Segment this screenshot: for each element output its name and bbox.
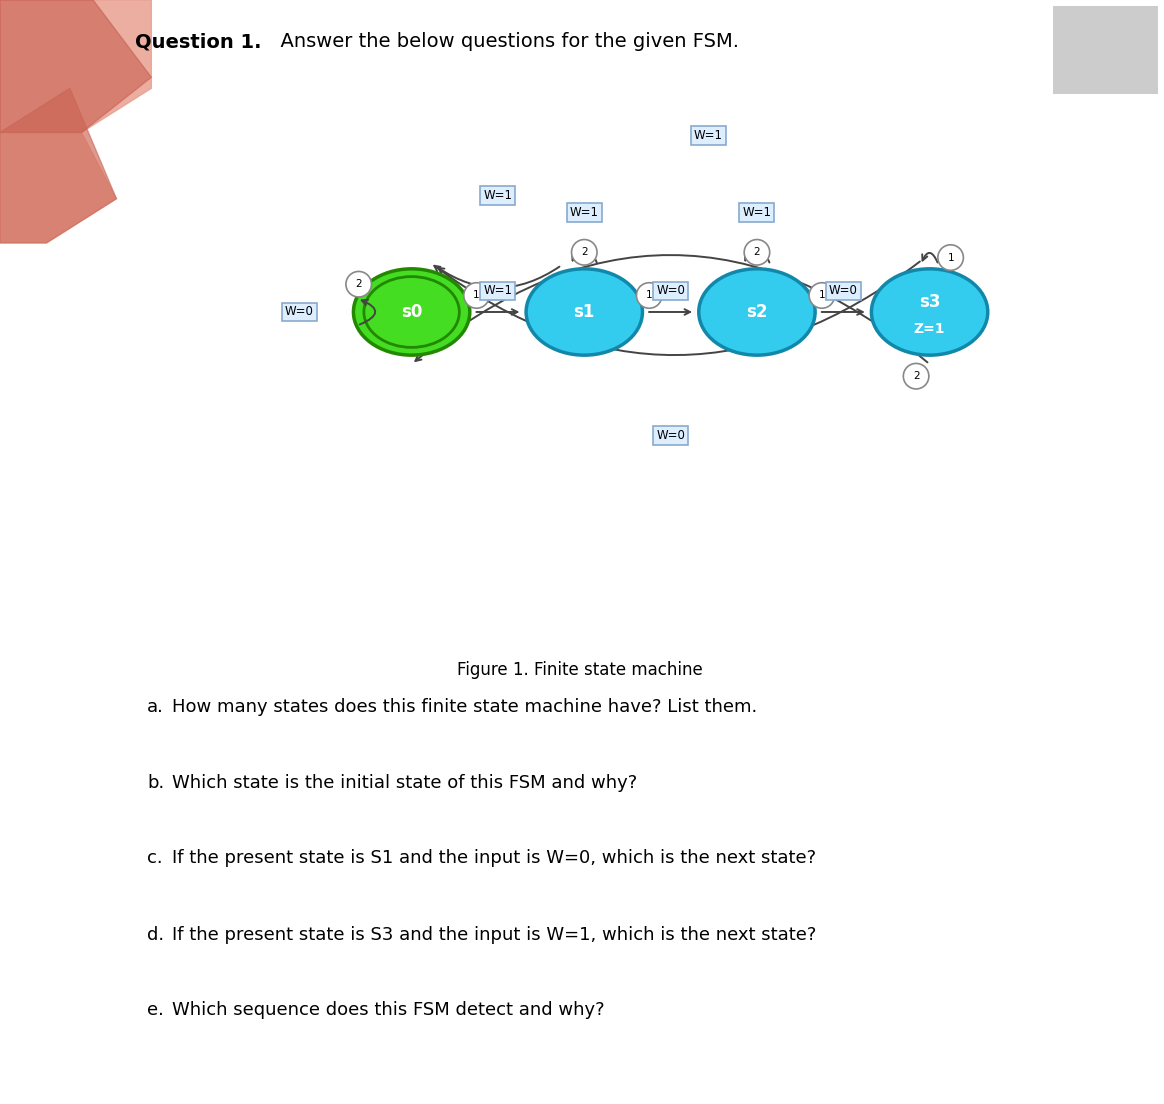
Text: Answer the below questions for the given FSM.: Answer the below questions for the given… <box>268 32 739 51</box>
Text: 1: 1 <box>818 290 825 300</box>
Text: W=1: W=1 <box>483 285 512 297</box>
Text: If the present state is S3 and the input is W=1, which is the next state?: If the present state is S3 and the input… <box>172 926 816 944</box>
Text: W=0: W=0 <box>285 306 314 318</box>
Text: d.: d. <box>147 926 164 944</box>
Text: s1: s1 <box>574 302 595 321</box>
Ellipse shape <box>354 268 470 355</box>
Text: 2: 2 <box>913 371 920 381</box>
Text: 2: 2 <box>753 247 760 257</box>
Text: How many states does this finite state machine have? List them.: How many states does this finite state m… <box>172 698 758 716</box>
Polygon shape <box>0 0 151 243</box>
Text: W=1: W=1 <box>483 189 512 202</box>
Ellipse shape <box>872 268 988 355</box>
Text: W=0: W=0 <box>656 429 686 443</box>
Text: 1: 1 <box>474 290 480 300</box>
Text: b.: b. <box>147 774 164 792</box>
Circle shape <box>572 240 597 265</box>
Text: 1: 1 <box>646 290 653 300</box>
Text: a.: a. <box>147 698 164 716</box>
Circle shape <box>938 245 964 270</box>
Text: 2: 2 <box>355 279 362 289</box>
Text: W=1: W=1 <box>694 129 723 142</box>
FancyBboxPatch shape <box>1053 6 1158 94</box>
Text: e.: e. <box>147 1001 164 1019</box>
Polygon shape <box>0 0 151 132</box>
Text: W=1: W=1 <box>569 206 598 219</box>
Ellipse shape <box>526 268 643 355</box>
Text: W=1: W=1 <box>743 206 772 219</box>
Circle shape <box>744 240 769 265</box>
Text: 2: 2 <box>581 247 588 257</box>
Text: c.: c. <box>147 849 163 867</box>
Text: W=0: W=0 <box>656 285 686 297</box>
Text: Which sequence does this FSM detect and why?: Which sequence does this FSM detect and … <box>172 1001 604 1019</box>
Text: Which state is the initial state of this FSM and why?: Which state is the initial state of this… <box>172 774 637 792</box>
Circle shape <box>463 283 489 308</box>
Circle shape <box>346 272 371 297</box>
Text: s3: s3 <box>918 294 941 311</box>
Text: Question 1.: Question 1. <box>135 32 262 51</box>
Text: If the present state is S1 and the input is W=0, which is the next state?: If the present state is S1 and the input… <box>172 849 816 867</box>
Text: W=0: W=0 <box>829 285 858 297</box>
Ellipse shape <box>698 268 815 355</box>
Circle shape <box>809 283 835 308</box>
Circle shape <box>903 363 929 389</box>
Text: 1: 1 <box>947 253 954 263</box>
Circle shape <box>637 283 662 308</box>
Polygon shape <box>0 88 116 243</box>
Text: s2: s2 <box>746 302 768 321</box>
Text: Figure 1. Finite state machine: Figure 1. Finite state machine <box>457 661 703 679</box>
Text: Z=1: Z=1 <box>914 321 945 336</box>
Text: s0: s0 <box>400 302 423 321</box>
